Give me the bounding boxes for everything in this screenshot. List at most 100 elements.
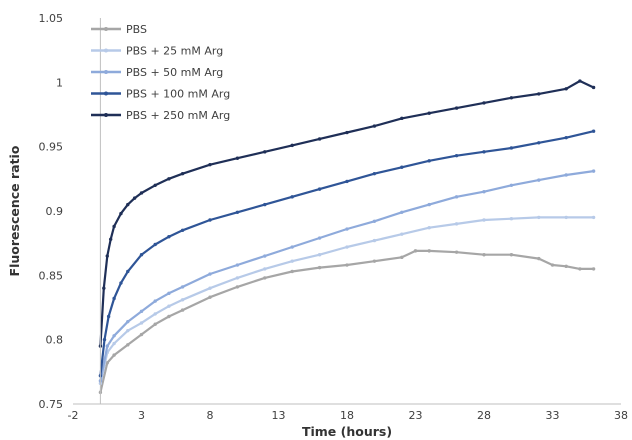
series-point bbox=[509, 217, 514, 221]
series-point bbox=[112, 334, 116, 338]
series-point bbox=[126, 343, 130, 347]
series-point bbox=[126, 202, 130, 207]
series-point bbox=[345, 227, 349, 231]
legend-label: PBS + 250 mM Arg bbox=[126, 109, 230, 122]
series-point bbox=[345, 245, 349, 249]
y-tick-label: 1 bbox=[56, 76, 63, 89]
series-point bbox=[400, 255, 404, 260]
x-tick-labels: -2 3 8 13 18 23 28 33 38 bbox=[68, 409, 628, 422]
series-point bbox=[454, 222, 459, 226]
y-tick-labels: 0.75 0.8 0.85 0.9 0.95 1 1.05 bbox=[39, 12, 64, 411]
series-point bbox=[454, 250, 459, 254]
series-point bbox=[454, 195, 459, 199]
series-point bbox=[126, 328, 130, 333]
series-point bbox=[564, 215, 568, 220]
series-line bbox=[99, 130, 594, 376]
legend-label: PBS + 25 mM Arg bbox=[126, 45, 223, 58]
y-tick-label: 0.9 bbox=[46, 205, 64, 218]
legend-marker bbox=[104, 27, 108, 31]
series-point bbox=[509, 183, 514, 187]
series-point bbox=[427, 202, 431, 207]
series-point bbox=[537, 215, 541, 220]
series-point bbox=[208, 286, 212, 290]
series-point bbox=[112, 353, 116, 357]
legend-item: PBS + 50 mM Arg bbox=[91, 66, 223, 79]
series-point bbox=[454, 106, 459, 110]
series-point bbox=[482, 218, 486, 222]
series-point bbox=[400, 210, 404, 214]
legend-marker bbox=[104, 70, 108, 74]
series-point bbox=[112, 224, 116, 229]
series-point bbox=[263, 254, 267, 258]
series-point bbox=[578, 79, 582, 83]
series-point bbox=[290, 269, 294, 274]
series-point bbox=[180, 171, 185, 176]
series-point bbox=[112, 341, 116, 346]
series-point bbox=[509, 146, 514, 150]
series-point bbox=[208, 272, 212, 276]
series-point bbox=[167, 291, 171, 296]
series-point bbox=[208, 162, 212, 167]
series-point bbox=[235, 210, 240, 214]
series-point bbox=[372, 219, 377, 223]
x-tick-label: 33 bbox=[546, 409, 560, 422]
series-point bbox=[139, 321, 144, 325]
series-point bbox=[427, 111, 431, 115]
series-point bbox=[317, 187, 322, 191]
series-group bbox=[98, 169, 596, 383]
axes-layer bbox=[73, 18, 621, 405]
series-point bbox=[290, 143, 294, 148]
series-point bbox=[290, 245, 294, 249]
series-point bbox=[564, 87, 568, 91]
series-point bbox=[153, 183, 157, 187]
series-point bbox=[482, 190, 486, 194]
series-point bbox=[235, 285, 240, 289]
series-point bbox=[108, 237, 113, 242]
series-point bbox=[153, 299, 157, 303]
series-point bbox=[317, 265, 322, 270]
series-point bbox=[564, 135, 568, 140]
series-point bbox=[139, 332, 144, 337]
series-point bbox=[106, 314, 111, 319]
series-point bbox=[235, 276, 240, 280]
series-point bbox=[180, 298, 185, 302]
series-point bbox=[537, 178, 541, 182]
y-tick-label: 0.8 bbox=[46, 334, 64, 347]
series-group bbox=[98, 215, 596, 386]
series-point bbox=[345, 179, 349, 184]
series-point bbox=[454, 153, 459, 158]
x-tick-label: 8 bbox=[207, 409, 214, 422]
series-line bbox=[99, 249, 594, 393]
x-tick-label: 13 bbox=[272, 409, 286, 422]
legend-item: PBS + 250 mM Arg bbox=[91, 109, 230, 122]
series-point bbox=[102, 286, 106, 290]
series-point bbox=[317, 253, 322, 257]
series-point bbox=[400, 116, 404, 121]
legend: PBS PBS + 25 mM Arg PBS + 50 mM Arg PBS + 1… bbox=[91, 23, 230, 122]
series-point bbox=[235, 263, 240, 267]
series-point bbox=[139, 191, 144, 195]
x-tick-label: 28 bbox=[477, 409, 491, 422]
y-axis-title: Fluorescence ratio bbox=[7, 145, 22, 276]
series-point bbox=[263, 150, 267, 154]
legend-label: PBS + 50 mM Arg bbox=[126, 66, 223, 79]
series-point bbox=[139, 253, 144, 257]
series-point bbox=[263, 276, 267, 280]
x-tick-label: 18 bbox=[340, 409, 354, 422]
series-point bbox=[167, 314, 171, 319]
series-layer bbox=[98, 79, 596, 395]
series-point bbox=[509, 253, 514, 257]
x-tick-label: 23 bbox=[409, 409, 423, 422]
series-point bbox=[537, 256, 541, 261]
y-tick-label: 0.75 bbox=[39, 398, 64, 411]
series-point bbox=[180, 228, 185, 232]
series-point bbox=[180, 308, 185, 312]
series-point bbox=[537, 92, 541, 96]
series-point bbox=[208, 295, 212, 299]
series-point bbox=[208, 218, 212, 222]
series-point bbox=[345, 130, 349, 135]
legend-marker bbox=[104, 91, 108, 96]
legend-marker bbox=[104, 113, 108, 117]
series-point bbox=[167, 177, 171, 181]
series-point bbox=[290, 259, 294, 263]
